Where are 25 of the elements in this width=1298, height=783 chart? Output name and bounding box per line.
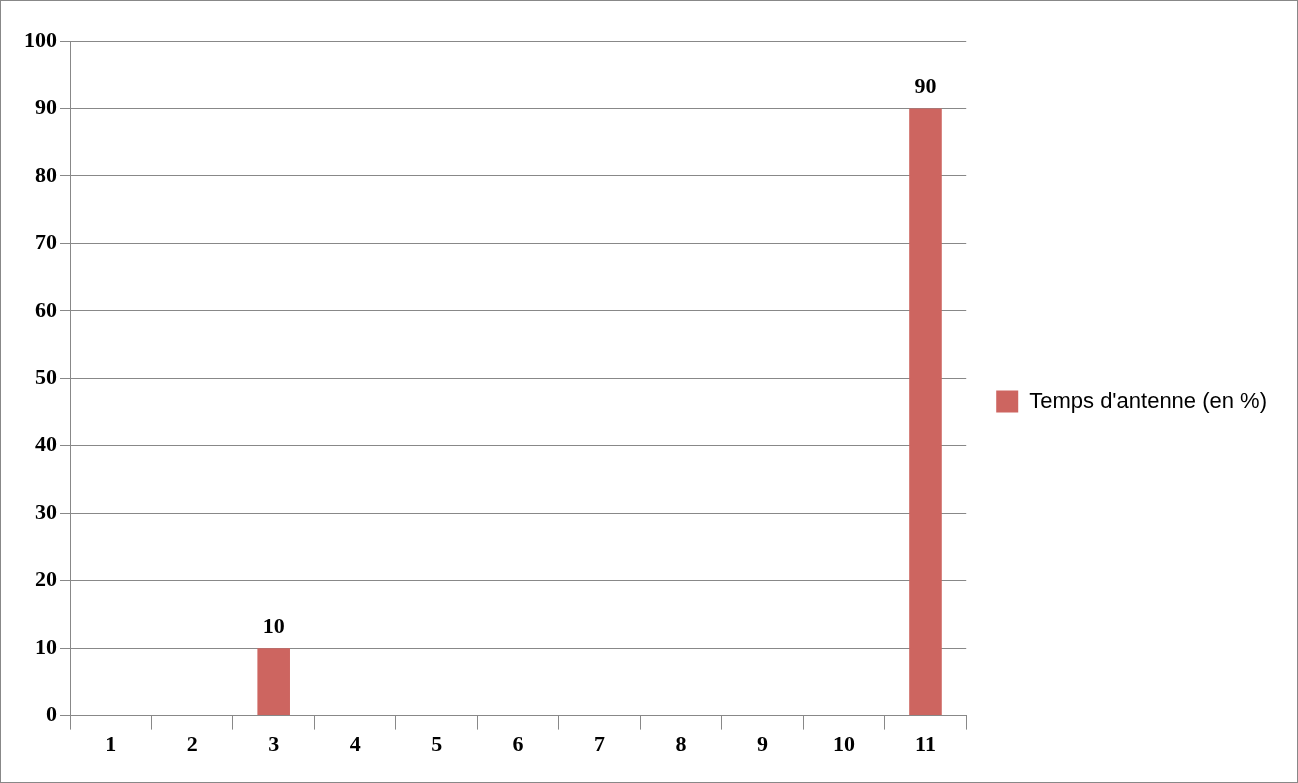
- x-tick-label: 11: [915, 731, 936, 757]
- x-tick-label: 2: [186, 731, 198, 757]
- y-tick-label: 20: [35, 566, 57, 592]
- y-tick-label: 70: [35, 229, 57, 255]
- x-tick-label: 1: [105, 731, 117, 757]
- y-tick-label: 80: [35, 161, 57, 187]
- y-tick-label: 0: [46, 701, 57, 727]
- x-tick-label: 8: [675, 731, 687, 757]
- x-tick-label: 6: [512, 731, 524, 757]
- legend-label: Temps d'antenne (en %): [1029, 387, 1267, 413]
- x-tick-label: 3: [268, 731, 280, 757]
- y-tick-label: 100: [24, 26, 57, 52]
- y-tick-label: 50: [35, 363, 57, 389]
- x-tick-label: 9: [757, 731, 769, 757]
- y-tick-label: 10: [35, 633, 57, 659]
- x-tick-label: 5: [431, 731, 443, 757]
- x-tick-label: 7: [594, 731, 606, 757]
- data-label: 10: [262, 612, 285, 638]
- y-tick-label: 30: [35, 498, 57, 524]
- x-tick-label: 10: [833, 731, 856, 757]
- y-tick-label: 90: [35, 94, 57, 120]
- data-label: 90: [914, 73, 937, 99]
- y-tick-label: 40: [35, 431, 57, 457]
- y-tick-label: 60: [35, 296, 57, 322]
- x-tick-label: 4: [349, 731, 361, 757]
